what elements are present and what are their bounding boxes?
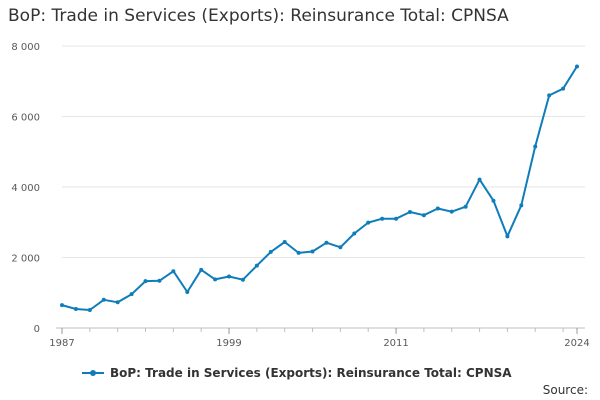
data-point[interactable] bbox=[199, 267, 204, 272]
y-tick-label: 0 bbox=[34, 324, 40, 335]
data-point[interactable] bbox=[310, 249, 315, 254]
data-point[interactable] bbox=[171, 269, 176, 274]
data-point[interactable] bbox=[157, 278, 162, 283]
y-tick-label: 4 000 bbox=[11, 183, 40, 194]
source-label: Source: bbox=[542, 383, 588, 397]
data-point[interactable] bbox=[575, 64, 579, 69]
data-point[interactable] bbox=[254, 263, 259, 268]
legend-label: BoP: Trade in Services (Exports): Reinsu… bbox=[110, 366, 512, 380]
legend: BoP: Trade in Services (Exports): Reinsu… bbox=[82, 366, 512, 380]
y-tick-label: 8 000 bbox=[11, 42, 40, 53]
data-point[interactable] bbox=[338, 245, 343, 250]
data-point[interactable] bbox=[268, 249, 273, 254]
x-tick-label: 1999 bbox=[216, 338, 241, 349]
data-point[interactable] bbox=[213, 277, 218, 282]
data-point[interactable] bbox=[240, 277, 245, 282]
data-point[interactable] bbox=[533, 144, 538, 149]
chart-title: BoP: Trade in Services (Exports): Reinsu… bbox=[8, 6, 509, 26]
data-point[interactable] bbox=[366, 220, 371, 225]
y-tick-label: 2 000 bbox=[11, 254, 40, 265]
series-line-0 bbox=[61, 65, 578, 311]
data-point[interactable] bbox=[561, 86, 566, 91]
data-point[interactable] bbox=[547, 93, 552, 98]
data-point[interactable] bbox=[324, 240, 329, 245]
data-point[interactable] bbox=[282, 239, 287, 244]
data-point[interactable] bbox=[227, 274, 232, 279]
data-point[interactable] bbox=[449, 209, 454, 214]
data-point[interactable] bbox=[505, 234, 510, 239]
data-point[interactable] bbox=[87, 308, 92, 313]
y-axis-ticks: 0 2 000 4 000 6 000 8 000 bbox=[11, 42, 40, 335]
data-point[interactable] bbox=[101, 297, 106, 302]
data-point[interactable] bbox=[129, 292, 134, 297]
data-point[interactable] bbox=[115, 300, 120, 305]
axes bbox=[56, 327, 585, 334]
data-point[interactable] bbox=[394, 216, 399, 221]
series-layer bbox=[60, 64, 579, 313]
data-point[interactable] bbox=[185, 290, 190, 295]
x-tick-label: 2011 bbox=[383, 338, 408, 349]
data-point[interactable] bbox=[143, 279, 148, 284]
x-axis-ticks: 1987 1999 2011 2024 bbox=[49, 338, 589, 349]
gridlines bbox=[62, 45, 585, 258]
data-point[interactable] bbox=[435, 206, 440, 211]
x-tick-label: 1987 bbox=[49, 338, 74, 349]
data-point[interactable] bbox=[519, 203, 524, 208]
data-point[interactable] bbox=[463, 204, 468, 209]
x-tick-label: 2024 bbox=[564, 338, 589, 349]
data-point[interactable] bbox=[407, 210, 412, 215]
data-point[interactable] bbox=[491, 198, 496, 203]
data-point[interactable] bbox=[73, 306, 78, 311]
data-point[interactable] bbox=[296, 250, 301, 255]
data-point[interactable] bbox=[380, 216, 385, 221]
legend-marker bbox=[90, 370, 96, 376]
y-tick-label: 6 000 bbox=[11, 113, 40, 124]
data-point[interactable] bbox=[477, 177, 482, 182]
data-point[interactable] bbox=[421, 213, 426, 218]
data-point[interactable] bbox=[352, 231, 357, 236]
data-point[interactable] bbox=[60, 303, 64, 308]
legend-swatch bbox=[82, 368, 104, 378]
